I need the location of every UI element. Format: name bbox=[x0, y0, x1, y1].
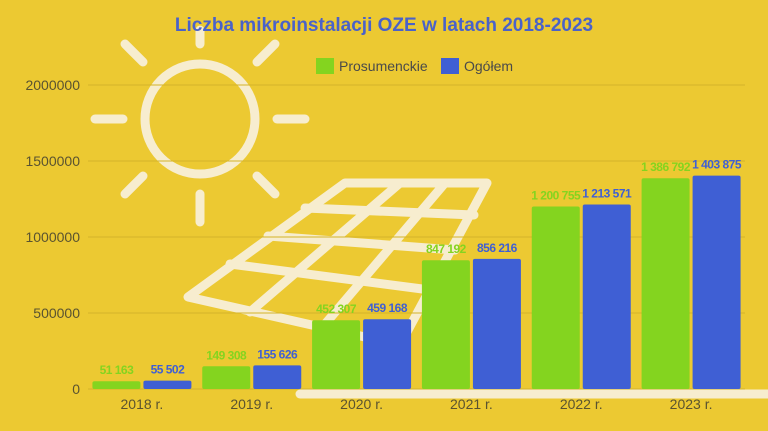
x-tick-label: 2020 r. bbox=[340, 396, 383, 412]
y-tick-label: 1500000 bbox=[25, 153, 80, 169]
x-tick-label: 2023 r. bbox=[670, 396, 713, 412]
x-tick-label: 2019 r. bbox=[230, 396, 273, 412]
legend-label-ogolem: Ogółem bbox=[464, 58, 513, 74]
gridlines bbox=[88, 84, 745, 390]
bar-prosumenckie bbox=[531, 206, 580, 389]
data-label: 1 403 875 bbox=[692, 158, 742, 172]
data-label: 1 386 792 bbox=[641, 160, 691, 174]
data-label: 55 502 bbox=[151, 363, 186, 377]
data-label: 452 307 bbox=[316, 302, 357, 316]
bar-ogolem bbox=[692, 175, 741, 389]
x-tick-label: 2018 r. bbox=[121, 396, 164, 412]
bar-ogolem bbox=[143, 380, 192, 389]
chart-title: Liczba mikroinstalacji OZE w latach 2018… bbox=[175, 15, 593, 36]
y-tick-label: 500000 bbox=[33, 305, 80, 321]
legend-swatch-ogolem bbox=[441, 58, 459, 74]
data-label: 1 200 755 bbox=[531, 188, 581, 202]
bar-prosumenckie bbox=[92, 381, 141, 389]
bar-prosumenckie bbox=[312, 320, 361, 389]
legend: Prosumenckie Ogółem bbox=[316, 58, 513, 74]
data-label: 1 213 571 bbox=[582, 187, 632, 201]
bars: 51 163 55 502 149 308 155 626 452 307 459 168… bbox=[92, 158, 742, 389]
y-tick-label: 1000000 bbox=[25, 229, 80, 245]
data-label: 149 308 bbox=[206, 348, 247, 362]
y-axis: 0 500000 1000000 1500000 2000000 bbox=[25, 77, 80, 397]
legend-label-prosumenckie: Prosumenckie bbox=[339, 58, 428, 74]
data-label: 155 626 bbox=[257, 347, 298, 361]
bar-ogolem bbox=[582, 204, 631, 389]
bar-prosumenckie bbox=[202, 366, 251, 389]
bar-ogolem bbox=[253, 365, 302, 389]
data-label: 856 216 bbox=[477, 241, 518, 255]
sun-illustration bbox=[90, 25, 310, 227]
legend-swatch-prosumenckie bbox=[316, 58, 334, 74]
data-label: 847 192 bbox=[426, 242, 467, 256]
data-label: 459 168 bbox=[367, 301, 408, 315]
x-tick-label: 2022 r. bbox=[560, 396, 603, 412]
bar-prosumenckie bbox=[421, 260, 470, 389]
y-tick-label: 0 bbox=[72, 381, 80, 397]
x-tick-label: 2021 r. bbox=[450, 396, 493, 412]
data-label: 51 163 bbox=[100, 363, 135, 377]
bar-prosumenckie bbox=[641, 178, 690, 389]
x-axis: 2018 r. 2019 r. 2020 r. 2021 r. 2022 r. 2023 … bbox=[121, 396, 713, 412]
bar-ogolem bbox=[363, 319, 412, 389]
bar-ogolem bbox=[472, 258, 521, 389]
y-tick-label: 2000000 bbox=[25, 77, 80, 93]
